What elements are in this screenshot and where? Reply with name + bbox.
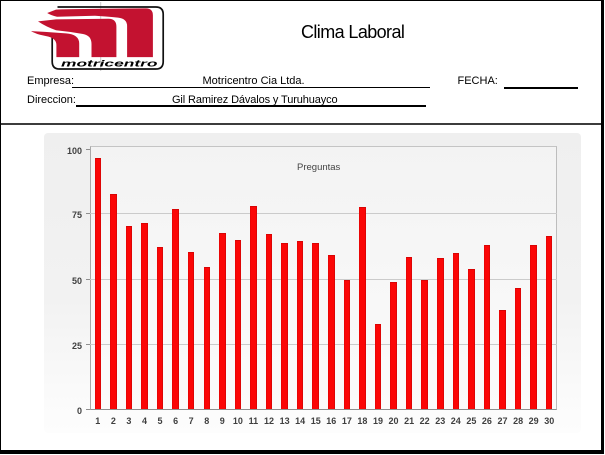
svg-text:motricentro: motricentro	[61, 58, 158, 69]
